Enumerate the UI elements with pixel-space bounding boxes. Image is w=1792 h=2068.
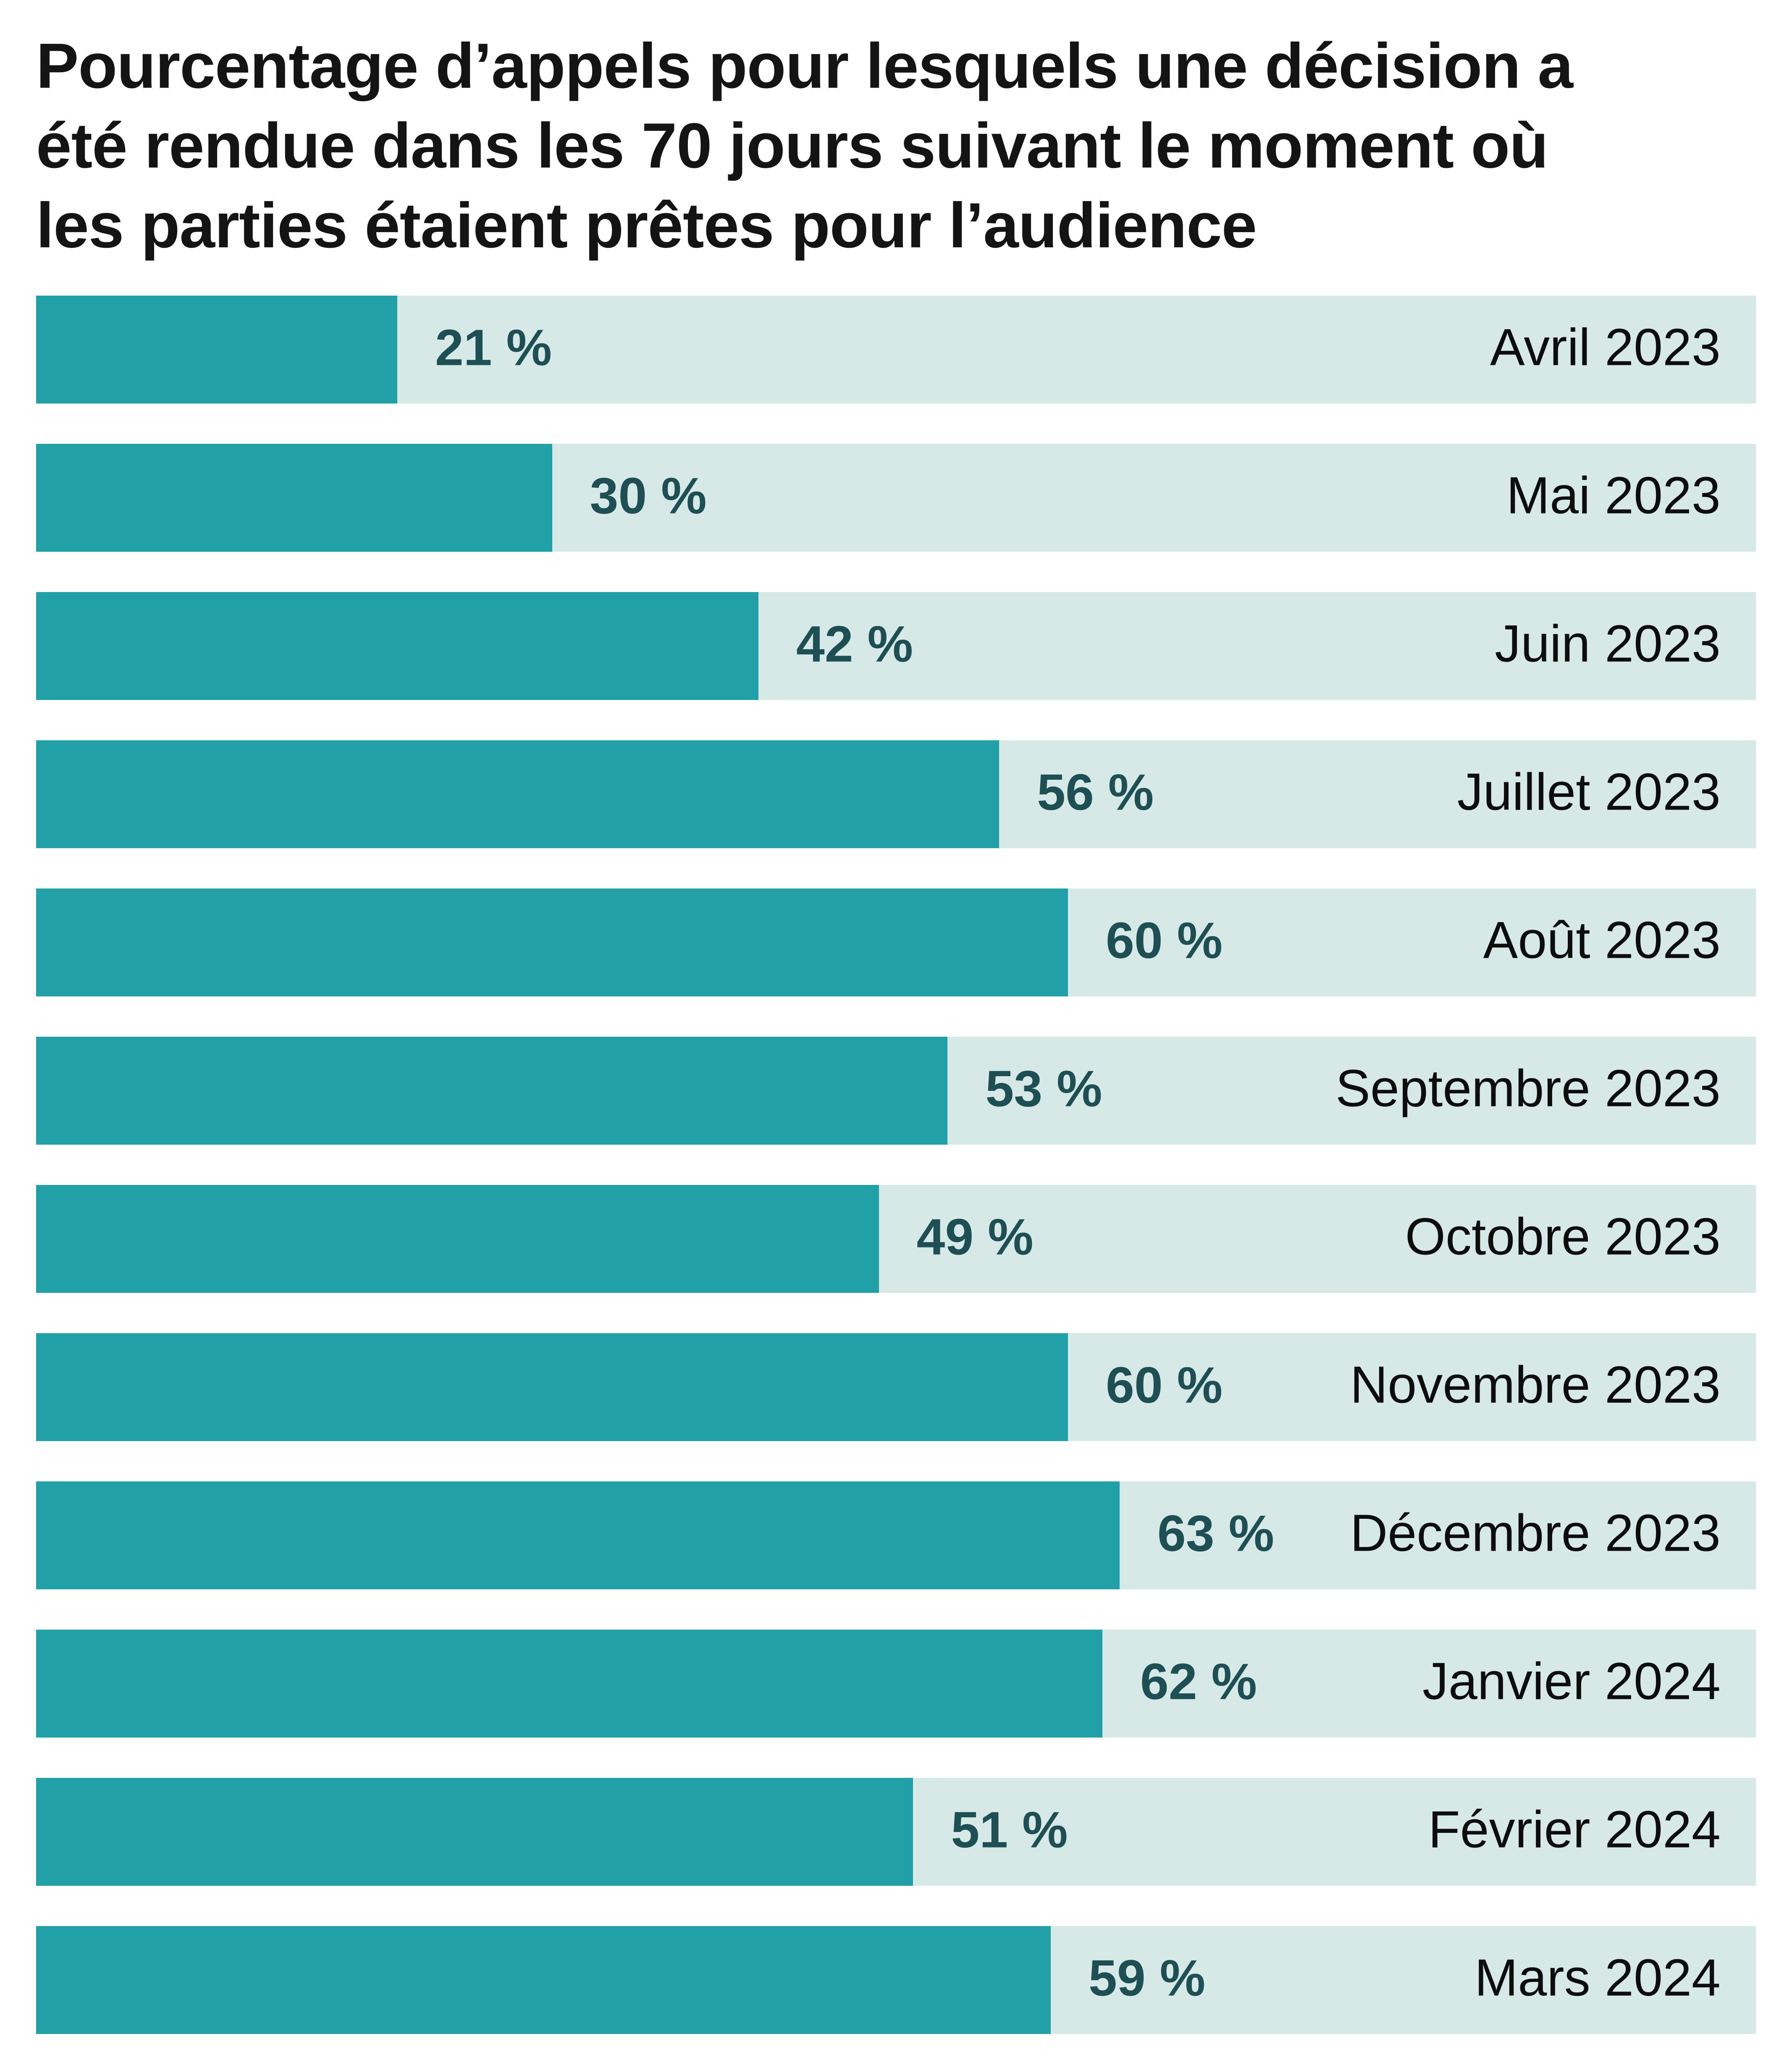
bar-fill	[36, 296, 397, 404]
bar-fill	[36, 1037, 948, 1145]
bar-value-label: 53 %	[985, 1059, 1102, 1117]
bar-fill	[36, 1630, 1102, 1738]
bar-value-label: 51 %	[951, 1801, 1068, 1858]
bar-fill	[36, 1926, 1051, 2034]
bar-category-label: Août 2023	[1483, 911, 1721, 969]
bar-row: 42 % Juin 2023	[36, 592, 1756, 700]
bar-row: 51 % Février 2024	[36, 1778, 1756, 1886]
bar-list: 21 % Avril 2023 30 % Mai 2023 42 % Juin 2023 5…	[36, 296, 1756, 2034]
bar-value-label: 21 %	[435, 318, 552, 376]
bar-value-label: 59 %	[1089, 1949, 1206, 2006]
bar-row: 62 % Janvier 2024	[36, 1630, 1756, 1738]
bar-value-label: 56 %	[1037, 763, 1154, 820]
bar-row: 63 % Décembre 2023	[36, 1481, 1756, 1589]
bar-fill	[36, 1185, 879, 1293]
bar-value-label: 62 %	[1140, 1652, 1257, 1710]
bar-row: 49 % Octobre 2023	[36, 1185, 1756, 1293]
bar-fill	[36, 444, 552, 552]
bar-row: 60 % Août 2023	[36, 889, 1756, 996]
bar-category-label: Avril 2023	[1490, 318, 1721, 376]
bar-category-label: Septembre 2023	[1335, 1059, 1721, 1117]
bar-fill	[36, 1481, 1120, 1589]
bar-category-label: Décembre 2023	[1350, 1504, 1721, 1562]
bar-row: 21 % Avril 2023	[36, 296, 1756, 404]
bar-fill	[36, 889, 1068, 996]
bar-category-label: Juin 2023	[1495, 614, 1721, 673]
bar-row: 56 % Juillet 2023	[36, 740, 1756, 848]
bar-value-label: 63 %	[1157, 1504, 1274, 1562]
bar-row: 60 % Novembre 2023	[36, 1333, 1756, 1441]
bar-category-label: Mars 2024	[1475, 1948, 1721, 2007]
bar-value-label: 60 %	[1106, 911, 1223, 969]
bar-category-label: Mai 2023	[1506, 466, 1721, 524]
bar-category-label: Juillet 2023	[1457, 763, 1721, 821]
bar-category-label: Novembre 2023	[1350, 1355, 1721, 1414]
bar-value-label: 49 %	[916, 1208, 1034, 1265]
bar-value-label: 60 %	[1106, 1356, 1223, 1413]
bar-fill	[36, 592, 758, 700]
bar-category-label: Février 2024	[1428, 1800, 1721, 1858]
bar-fill	[36, 1778, 913, 1886]
bar-fill	[36, 1333, 1068, 1441]
bar-category-label: Octobre 2023	[1405, 1207, 1721, 1266]
bar-value-label: 30 %	[590, 467, 707, 524]
bar-row: 53 % Septembre 2023	[36, 1037, 1756, 1145]
bar-value-label: 42 %	[796, 615, 913, 672]
bar-row: 59 % Mars 2024	[36, 1926, 1756, 2034]
bar-fill	[36, 740, 1000, 848]
bar-row: 30 % Mai 2023	[36, 444, 1756, 552]
bar-category-label: Janvier 2024	[1422, 1652, 1721, 1710]
chart-title: Pourcentage d’appels pour lesquels une d…	[36, 30, 1573, 261]
